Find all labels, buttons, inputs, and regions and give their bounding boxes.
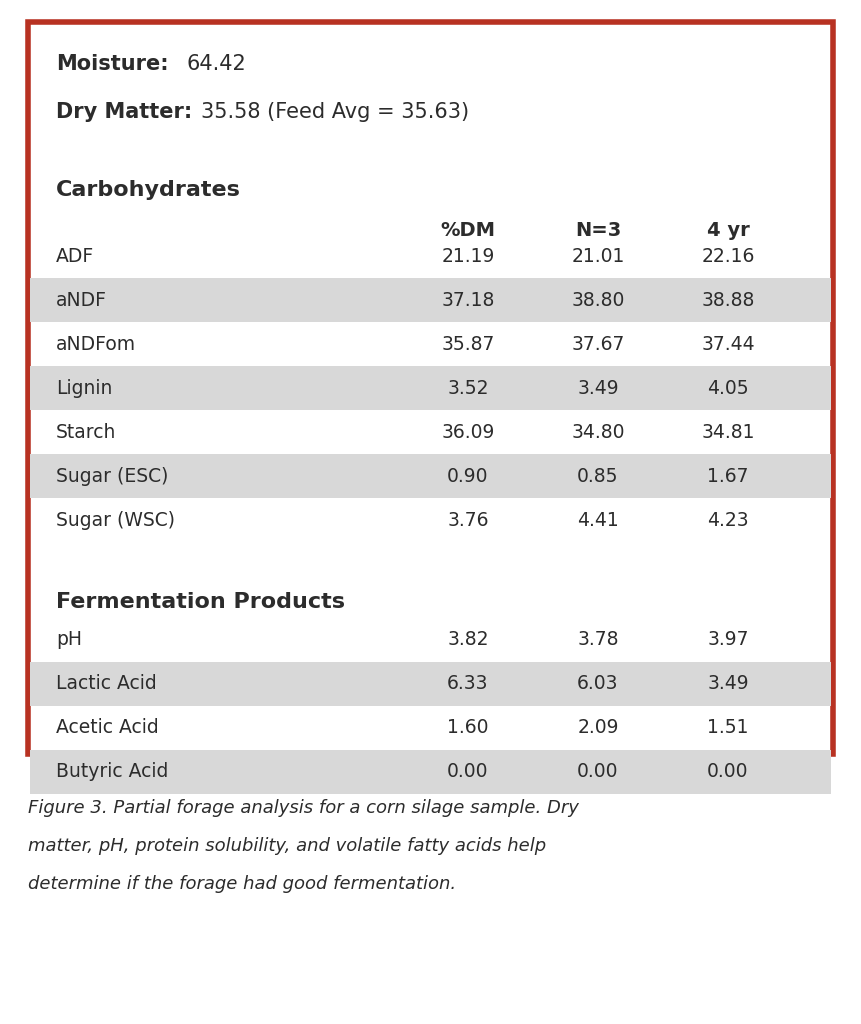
Text: Sugar (WSC): Sugar (WSC) (56, 511, 175, 529)
Text: 6.03: 6.03 (577, 674, 619, 693)
Text: 1.51: 1.51 (707, 718, 749, 737)
Text: Sugar (ESC): Sugar (ESC) (56, 467, 169, 486)
Bar (30, 367, 831, 411)
Text: 35.58 (Feed Avg = 35.63): 35.58 (Feed Avg = 35.63) (201, 102, 469, 122)
Text: 0.90: 0.90 (447, 467, 489, 486)
Text: 34.80: 34.80 (571, 423, 625, 442)
Text: Dry Matter:: Dry Matter: (56, 102, 192, 122)
Text: Carbohydrates: Carbohydrates (56, 180, 241, 200)
Text: 37.67: 37.67 (572, 335, 625, 354)
Text: aNDFom: aNDFom (56, 335, 136, 354)
Text: 4.23: 4.23 (707, 511, 749, 529)
FancyBboxPatch shape (28, 22, 833, 754)
Text: 6.33: 6.33 (447, 674, 489, 693)
Text: 21.01: 21.01 (572, 247, 625, 266)
Text: 3.97: 3.97 (707, 631, 749, 649)
Text: 38.88: 38.88 (702, 291, 755, 310)
Text: 35.87: 35.87 (442, 335, 495, 354)
Text: 38.80: 38.80 (572, 291, 625, 310)
Text: 3.49: 3.49 (577, 379, 619, 398)
Text: Figure 3. Partial forage analysis for a corn silage sample. Dry: Figure 3. Partial forage analysis for a … (28, 799, 579, 817)
Text: Butyric Acid: Butyric Acid (56, 762, 169, 781)
Text: 37.18: 37.18 (442, 291, 495, 310)
Bar (30, 455, 831, 499)
Text: 4.41: 4.41 (577, 511, 619, 529)
Text: N=3: N=3 (575, 220, 621, 240)
Text: 1.60: 1.60 (447, 718, 489, 737)
Bar (30, 279, 831, 323)
Text: matter, pH, protein solubility, and volatile fatty acids help: matter, pH, protein solubility, and vola… (28, 837, 546, 855)
Text: Acetic Acid: Acetic Acid (56, 718, 158, 737)
Text: 4 yr: 4 yr (707, 220, 749, 240)
Text: 0.00: 0.00 (447, 762, 489, 781)
Text: 3.82: 3.82 (447, 631, 489, 649)
Text: 4.05: 4.05 (707, 379, 749, 398)
Text: ADF: ADF (56, 247, 94, 266)
Text: pH: pH (56, 631, 82, 649)
Bar (30, 662, 831, 706)
Text: 22.16: 22.16 (702, 247, 755, 266)
Text: 21.19: 21.19 (442, 247, 495, 266)
Text: Lactic Acid: Lactic Acid (56, 674, 157, 693)
Text: 0.00: 0.00 (707, 762, 749, 781)
Text: Fermentation Products: Fermentation Products (56, 593, 345, 612)
Text: 1.67: 1.67 (707, 467, 749, 486)
Text: 36.09: 36.09 (442, 423, 495, 442)
Text: 2.09: 2.09 (577, 718, 619, 737)
Text: determine if the forage had good fermentation.: determine if the forage had good ferment… (28, 874, 456, 893)
Text: 3.52: 3.52 (447, 379, 489, 398)
Text: 0.00: 0.00 (577, 762, 619, 781)
Text: 34.81: 34.81 (701, 423, 755, 442)
Text: 0.85: 0.85 (577, 467, 619, 486)
Text: %DM: %DM (441, 220, 495, 240)
Text: 37.44: 37.44 (701, 335, 755, 354)
Text: Starch: Starch (56, 423, 116, 442)
Text: aNDF: aNDF (56, 291, 107, 310)
Text: Lignin: Lignin (56, 379, 113, 398)
Text: 3.78: 3.78 (577, 631, 619, 649)
Text: 3.49: 3.49 (707, 674, 749, 693)
Bar (30, 750, 831, 794)
Text: Moisture:: Moisture: (56, 54, 169, 74)
Text: 64.42: 64.42 (186, 54, 245, 74)
Text: 3.76: 3.76 (447, 511, 489, 529)
